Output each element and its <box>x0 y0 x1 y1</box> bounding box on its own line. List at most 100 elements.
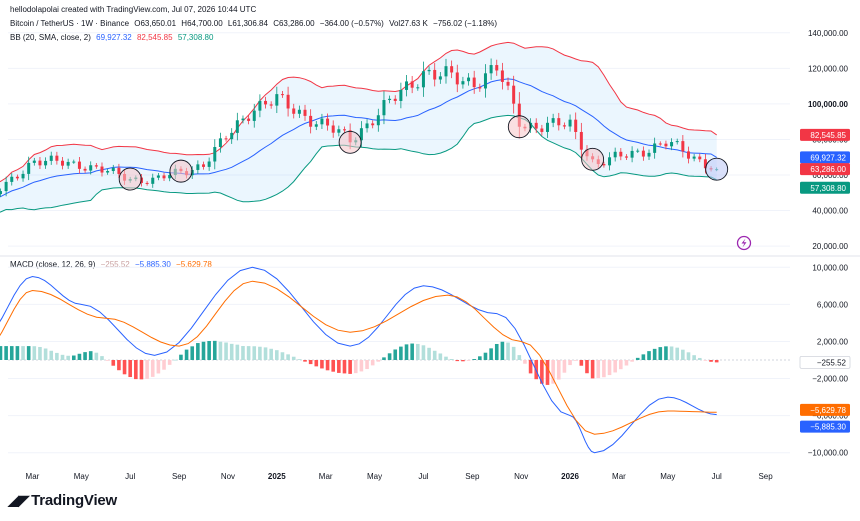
macd-histogram-bar <box>308 360 313 365</box>
macd-histogram-bar <box>190 346 195 360</box>
candle-body <box>613 151 617 158</box>
time-axis-label: Jul <box>125 472 135 481</box>
candle-body <box>444 66 448 77</box>
macd-histogram-bar <box>38 346 42 360</box>
macd-histogram-bar <box>71 355 76 360</box>
time-axis-label: Jul <box>418 472 428 481</box>
macd-histogram-bar <box>207 340 211 360</box>
candle-body <box>326 118 330 126</box>
macd-histogram-bar <box>246 346 251 360</box>
macd-histogram-bar <box>167 360 172 365</box>
bb-indicator-label[interactable]: BB (20, SMA, close, 2) <box>10 33 91 42</box>
macd-line-tag-bg <box>800 420 850 433</box>
candle-body <box>89 165 93 171</box>
bb-upper-line <box>0 41 717 183</box>
macd-histogram-bar <box>568 360 572 366</box>
macd-hist-value: −255.52 <box>100 260 130 269</box>
candle-body <box>461 81 465 85</box>
candle-body <box>151 177 155 184</box>
candle-body <box>269 104 273 106</box>
macd-hist-tag: −255.52 <box>817 358 847 367</box>
logo-text: TradingView <box>31 492 118 509</box>
macd-indicator-label[interactable]: MACD (close, 12, 26, 9) <box>10 260 96 269</box>
candle-body <box>21 173 25 179</box>
macd-histogram-bar <box>449 358 454 360</box>
ohlc-high: H64,700.00 <box>181 19 223 28</box>
candle-body <box>692 156 696 159</box>
macd-histogram-bar <box>314 360 319 367</box>
macd-histogram-bar <box>342 360 347 374</box>
candle-body <box>399 89 403 101</box>
macd-histogram-bar <box>652 348 657 360</box>
macd-histogram-bar <box>556 360 561 380</box>
candle-body <box>410 81 414 88</box>
candle-body <box>331 125 335 133</box>
macd-signal-value: −5,629.78 <box>176 260 212 269</box>
ohlc-open: O63,650.01 <box>134 19 177 28</box>
macd-histogram-bar <box>184 349 189 360</box>
candle-body <box>224 138 228 140</box>
bb-fill <box>0 42 717 213</box>
candle-body <box>61 160 65 166</box>
macd-histogram-bar <box>365 360 369 370</box>
candle-body <box>681 141 685 152</box>
candle-body <box>658 143 662 145</box>
macd-histogram-bar <box>602 360 606 378</box>
candle-body <box>540 128 544 132</box>
macd-histogram-bar <box>0 346 3 360</box>
macd-histogram-bar <box>331 360 336 372</box>
candle-body <box>359 128 363 141</box>
candle-body <box>483 73 487 89</box>
price-change: −364.00 (−0.57%) <box>319 19 384 28</box>
candle-body <box>636 150 640 152</box>
macd-histogram-bar <box>415 343 420 360</box>
candle-body <box>49 155 53 161</box>
macd-histogram-bar <box>624 360 629 366</box>
credit-text: hellodolapolai created with TradingView.… <box>10 5 257 14</box>
highlight-circle <box>118 167 142 191</box>
highlight-circle <box>581 147 605 171</box>
macd-histogram-bar <box>359 360 364 372</box>
candle-body <box>388 98 392 101</box>
macd-histogram-bar <box>692 355 696 360</box>
flash-icon[interactable] <box>736 235 752 251</box>
macd-histogram-bar <box>410 343 414 360</box>
macd-histogram-bar <box>9 346 14 360</box>
macd-histogram-bar <box>472 359 476 360</box>
tradingview-logo[interactable]: ◢◤ TradingView <box>8 492 117 509</box>
macd-histogram-bar <box>4 346 8 360</box>
time-axis-label: Nov <box>221 472 235 481</box>
candle-body <box>314 124 318 127</box>
candle-body <box>55 155 59 161</box>
macd-histogram-bar <box>686 352 691 360</box>
macd-histogram-bar <box>427 347 431 360</box>
time-axis-label: Sep <box>758 472 773 481</box>
candle-body <box>83 168 87 171</box>
macd-histogram-bar <box>393 349 398 360</box>
macd-histogram-bar <box>179 354 183 360</box>
macd-histogram-bar <box>235 344 240 360</box>
macd-histogram-bar <box>134 360 138 380</box>
macd-histogram-bar <box>77 353 82 360</box>
macd-histogram-bar <box>585 360 589 374</box>
macd-histogram-bar <box>145 360 149 379</box>
candle-body <box>557 118 561 126</box>
time-axis-label: Mar <box>612 472 626 481</box>
macd-histogram-bar <box>117 360 121 371</box>
macd-histogram-bar <box>483 352 488 360</box>
macd-histogram-bar <box>269 348 273 360</box>
macd-histogram-bar <box>218 341 223 360</box>
candle-body <box>297 109 301 114</box>
macd-histogram-bar <box>613 360 617 373</box>
candle-body <box>162 175 166 179</box>
macd-histogram-bar <box>83 352 87 360</box>
chart-credit: hellodolapolai created with TradingView.… <box>10 4 259 15</box>
macd-histogram-bar <box>404 344 409 360</box>
candle-body <box>156 175 160 178</box>
candle-body <box>489 65 493 74</box>
candle-body <box>698 156 702 160</box>
symbol-title[interactable]: Bitcoin / TetherUS · 1W · Binance <box>10 19 130 28</box>
candle-body <box>602 164 606 166</box>
macd-histogram-bar <box>511 346 516 360</box>
